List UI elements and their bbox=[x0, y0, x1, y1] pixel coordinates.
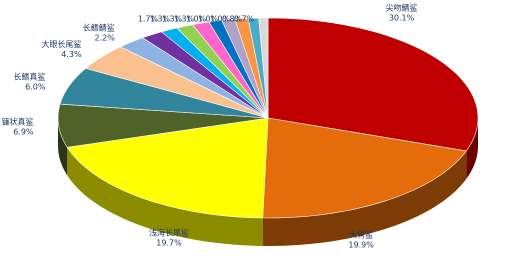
value-label: 30.1% bbox=[389, 13, 415, 22]
category-label: 长鳍鲭鲨 bbox=[83, 23, 115, 33]
category-label: 镰状真鲨 bbox=[2, 116, 34, 126]
category-label: 大眼长尾鲨 bbox=[42, 39, 82, 49]
value-label: 19.9% bbox=[348, 241, 374, 250]
value-label: 4.3% bbox=[61, 50, 82, 59]
value-label: 0.7% bbox=[234, 15, 255, 24]
value-label: 2.2% bbox=[94, 34, 115, 43]
value-label: 6.0% bbox=[25, 82, 46, 91]
category-label: 长鳍真鲨 bbox=[13, 71, 45, 81]
category-label: 大青鲨 bbox=[349, 230, 373, 240]
value-label: 6.9% bbox=[13, 127, 34, 136]
category-label: 浅海长尾鲨 bbox=[149, 228, 189, 238]
category-label: 尖吻鲭鲨 bbox=[386, 2, 418, 12]
value-label: 19.7% bbox=[156, 239, 182, 248]
chart: 尖吻鲭鲨30.1% 大青鲨19.9% 浅海长尾鲨19.7% 镰状真鲨6.9% 长鳍真鲨6… bbox=[0, 0, 507, 274]
